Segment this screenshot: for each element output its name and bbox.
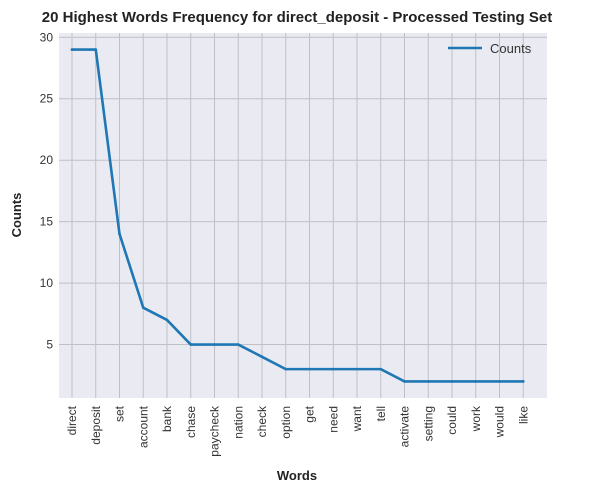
y-axis-ticks: 5 10 15 20 25 30 [40,30,54,351]
y-tick-label: 25 [40,92,54,106]
x-tick-label: check [255,405,269,437]
data-point [331,367,335,371]
data-point [118,232,121,236]
y-tick-label: 10 [40,276,54,290]
data-point [165,318,169,322]
x-tick-label: chase [184,406,198,438]
y-tick-label: 20 [40,153,54,167]
x-tick-label: tell [374,406,388,421]
x-tick-label: nation [231,406,245,439]
x-tick-label: deposit [89,405,103,444]
x-tick-label: setting [421,406,435,441]
y-axis-label: Counts [9,193,24,238]
data-point [355,367,359,371]
data-point [189,343,193,346]
x-tick-label: set [113,405,127,422]
data-point [308,367,311,371]
data-point [426,380,430,383]
data-point [260,355,264,359]
x-tick-label: option [279,406,293,439]
data-point [213,343,216,346]
x-tick-label: activate [398,406,412,448]
data-point [521,380,525,383]
x-axis-label: Words [277,468,317,483]
data-point [474,380,478,383]
legend-label: Counts [490,41,532,56]
data-point [70,48,74,51]
x-tick-label: could [445,406,459,435]
x-tick-label: bank [160,405,174,432]
y-tick-label: 30 [40,30,54,44]
data-point [141,306,145,309]
x-tick-label: paycheck [208,405,222,457]
x-tick-label: direct [65,405,79,435]
series-layer [70,48,525,383]
x-tick-label: would [493,406,507,438]
data-point [450,380,454,383]
y-tick-label: 15 [40,215,54,229]
x-tick-label: want [350,405,364,432]
chart-title: 20 Highest Words Frequency for direct_de… [42,9,552,26]
data-point [403,380,406,383]
x-tick-label: like [516,406,530,424]
x-tick-label: work [469,405,483,432]
y-tick-label: 5 [46,338,53,352]
x-tick-label: need [326,406,340,433]
data-point [498,380,501,383]
x-axis-ticks: direct deposit set account bank chase paycheck… [65,405,530,457]
legend: Counts [448,41,532,56]
grid-lines [59,33,547,398]
plot-area [59,33,547,398]
data-point [94,48,98,51]
data-point [236,343,240,346]
data-point [284,367,288,371]
series-line-counts [70,48,525,383]
x-tick-label: get [303,405,317,422]
x-tick-label: account [136,405,150,448]
data-point [379,367,383,371]
